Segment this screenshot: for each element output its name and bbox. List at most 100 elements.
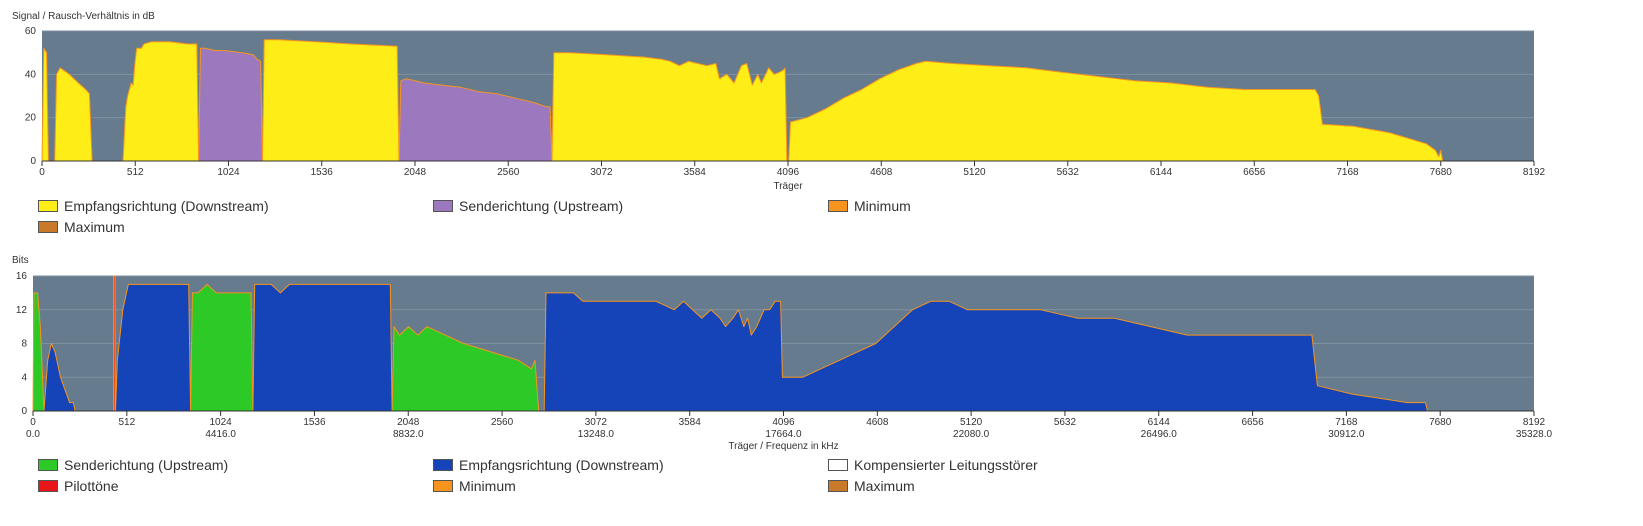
snr-xtick-label: 3072 [590, 167, 613, 178]
bits-freq-tick-label: 30912.0 [1328, 429, 1365, 440]
bits-legend-label: Empfangsrichtung (Downstream) [459, 456, 664, 473]
bits-legend-item[interactable]: Empfangsrichtung (Downstream) [433, 456, 828, 473]
bits-freq-tick-label: 35328.0 [1516, 429, 1553, 440]
bits-xtick-label: 1024 [210, 417, 233, 428]
snr-series-0-area-1 [54, 67, 93, 162]
bits-series-0-area-1 [190, 283, 254, 412]
snr-xtick-label: 7168 [1336, 167, 1359, 178]
snr-xtick-label: 1024 [217, 167, 240, 178]
bits-legend-swatch [433, 458, 453, 471]
snr-legend-swatch [38, 220, 58, 233]
bits-legend-item[interactable]: Senderichtung (Upstream) [38, 456, 433, 473]
bits-ylabel: Bits [12, 255, 29, 266]
snr-legend-item[interactable]: Maximum [38, 218, 433, 235]
bits-xtick-label: 512 [118, 417, 135, 428]
bits-xtick-label: 0 [30, 417, 36, 428]
bits-xtick-label: 6656 [1241, 417, 1264, 428]
bits-legend-swatch [38, 458, 58, 471]
snr-xtick-label: 8192 [1523, 167, 1546, 178]
bits-xtick-label: 4608 [866, 417, 889, 428]
bits-legend-swatch [433, 479, 453, 492]
snr-ylabel: Signal / Rausch-Verhältnis in dB [12, 11, 155, 22]
bits-series-0-area-2 [391, 326, 540, 412]
bits-legend-item[interactable]: Minimum [433, 477, 828, 494]
bits-xlabel: Träger / Frequenz in kHz [728, 441, 838, 452]
snr-xtick-label: 4608 [870, 167, 893, 178]
snr-xtick-label: 2560 [497, 167, 520, 178]
snr-legend-item[interactable]: Senderichtung (Upstream) [433, 197, 828, 214]
bits-xtick-label: 4096 [772, 417, 795, 428]
bits-series-1-area-2 [252, 283, 393, 412]
snr-legend: Empfangsrichtung (Downstream) Senderichtu… [38, 197, 1223, 235]
bits-legend-swatch [38, 479, 58, 492]
bits-legend-item[interactable]: Pilottöne [38, 477, 433, 494]
snr-xtick-label: 6144 [1150, 167, 1173, 178]
snr-series-0-area-4 [551, 52, 788, 162]
snr-legend-swatch [38, 199, 58, 212]
snr-xtick-label: 1536 [311, 167, 334, 178]
snr-legend-item[interactable]: Empfangsrichtung (Downstream) [38, 197, 433, 214]
snr-legend-swatch [433, 199, 453, 212]
bits-xtick-label: 6144 [1148, 417, 1171, 428]
snr-xtick-label: 512 [127, 167, 144, 178]
bits-legend-label: Senderichtung (Upstream) [64, 456, 229, 473]
snr-xtick-label: 4096 [777, 167, 800, 178]
snr-legend-label: Empfangsrichtung (Downstream) [64, 197, 269, 214]
snr-legend-label: Senderichtung (Upstream) [459, 197, 624, 214]
bits-legend-label: Minimum [459, 477, 516, 494]
snr-xtick-label: 5120 [963, 167, 986, 178]
snr-series-0-area-5 [788, 60, 1444, 162]
bits-xtick-label: 3584 [679, 417, 702, 428]
snr-xtick-label: 2048 [404, 167, 427, 178]
bits-freq-tick-label: 17664.0 [765, 429, 802, 440]
bits-xtick-label: 5120 [960, 417, 983, 428]
snr-xtick-label: 6656 [1243, 167, 1266, 178]
bits-ytick-label: 4 [21, 372, 27, 383]
bits-freq-tick-label: 26496.0 [1141, 429, 1178, 440]
bits-legend-swatch [828, 458, 848, 471]
snr-ytick-label: 0 [30, 156, 36, 167]
snr-series-0-area-3 [261, 39, 400, 162]
snr-legend-swatch [828, 199, 848, 212]
bits-freq-tick-label: 4416.0 [205, 429, 236, 440]
snr-xtick-label: 7680 [1430, 167, 1453, 178]
bits-xtick-label: 7680 [1429, 417, 1452, 428]
bits-legend-label: Maximum [854, 477, 915, 494]
bits-series-1-area-3 [543, 292, 1428, 412]
snr-ytick-label: 20 [25, 113, 37, 124]
bits-freq-tick-label: 22080.0 [953, 429, 990, 440]
snr-series-1-area-0 [198, 47, 263, 162]
bits-legend-label: Pilottöne [64, 477, 119, 494]
bits-xtick-label: 5632 [1054, 417, 1077, 428]
bits-ytick-label: 8 [21, 339, 27, 350]
snr-legend-label: Minimum [854, 197, 911, 214]
bits-xtick-label: 2560 [491, 417, 514, 428]
snr-legend-label: Maximum [64, 218, 125, 235]
bits-xtick-label: 8192 [1523, 417, 1546, 428]
bits-freq-tick-label: 0.0 [26, 429, 40, 440]
bits-freq-tick-label: 8832.0 [393, 429, 424, 440]
snr-series-0-area-2 [122, 41, 200, 162]
bits-ytick-label: 16 [16, 271, 28, 282]
snr-series-1-area-1 [398, 78, 553, 162]
bits-xtick-label: 7168 [1335, 417, 1358, 428]
snr-legend-item[interactable]: Minimum [828, 197, 1223, 214]
snr-xtick-label: 0 [39, 167, 45, 178]
bits-xtick-label: 2048 [397, 417, 420, 428]
bits-series-1-area-1 [115, 283, 192, 412]
bits-series-2-area-0 [113, 275, 116, 412]
bits-xtick-label: 1536 [303, 417, 326, 428]
bits-legend-label: Kompensierter Leitungsstörer [854, 456, 1038, 473]
bits-xtick-label: 3072 [585, 417, 608, 428]
bits-freq-tick-label: 13248.0 [578, 429, 615, 440]
snr-xtick-label: 3584 [684, 167, 707, 178]
snr-ytick-label: 40 [25, 69, 37, 80]
bits-legend-item[interactable]: Maximum [828, 477, 1223, 494]
snr-ytick-label: 60 [25, 26, 37, 37]
snr-xlabel: Träger [773, 181, 803, 192]
bits-legend: Senderichtung (Upstream) Empfangsrichtung… [38, 456, 1223, 494]
bits-ytick-label: 0 [21, 406, 27, 417]
bits-legend-swatch [828, 479, 848, 492]
bits-legend-item[interactable]: Kompensierter Leitungsstörer [828, 456, 1223, 473]
